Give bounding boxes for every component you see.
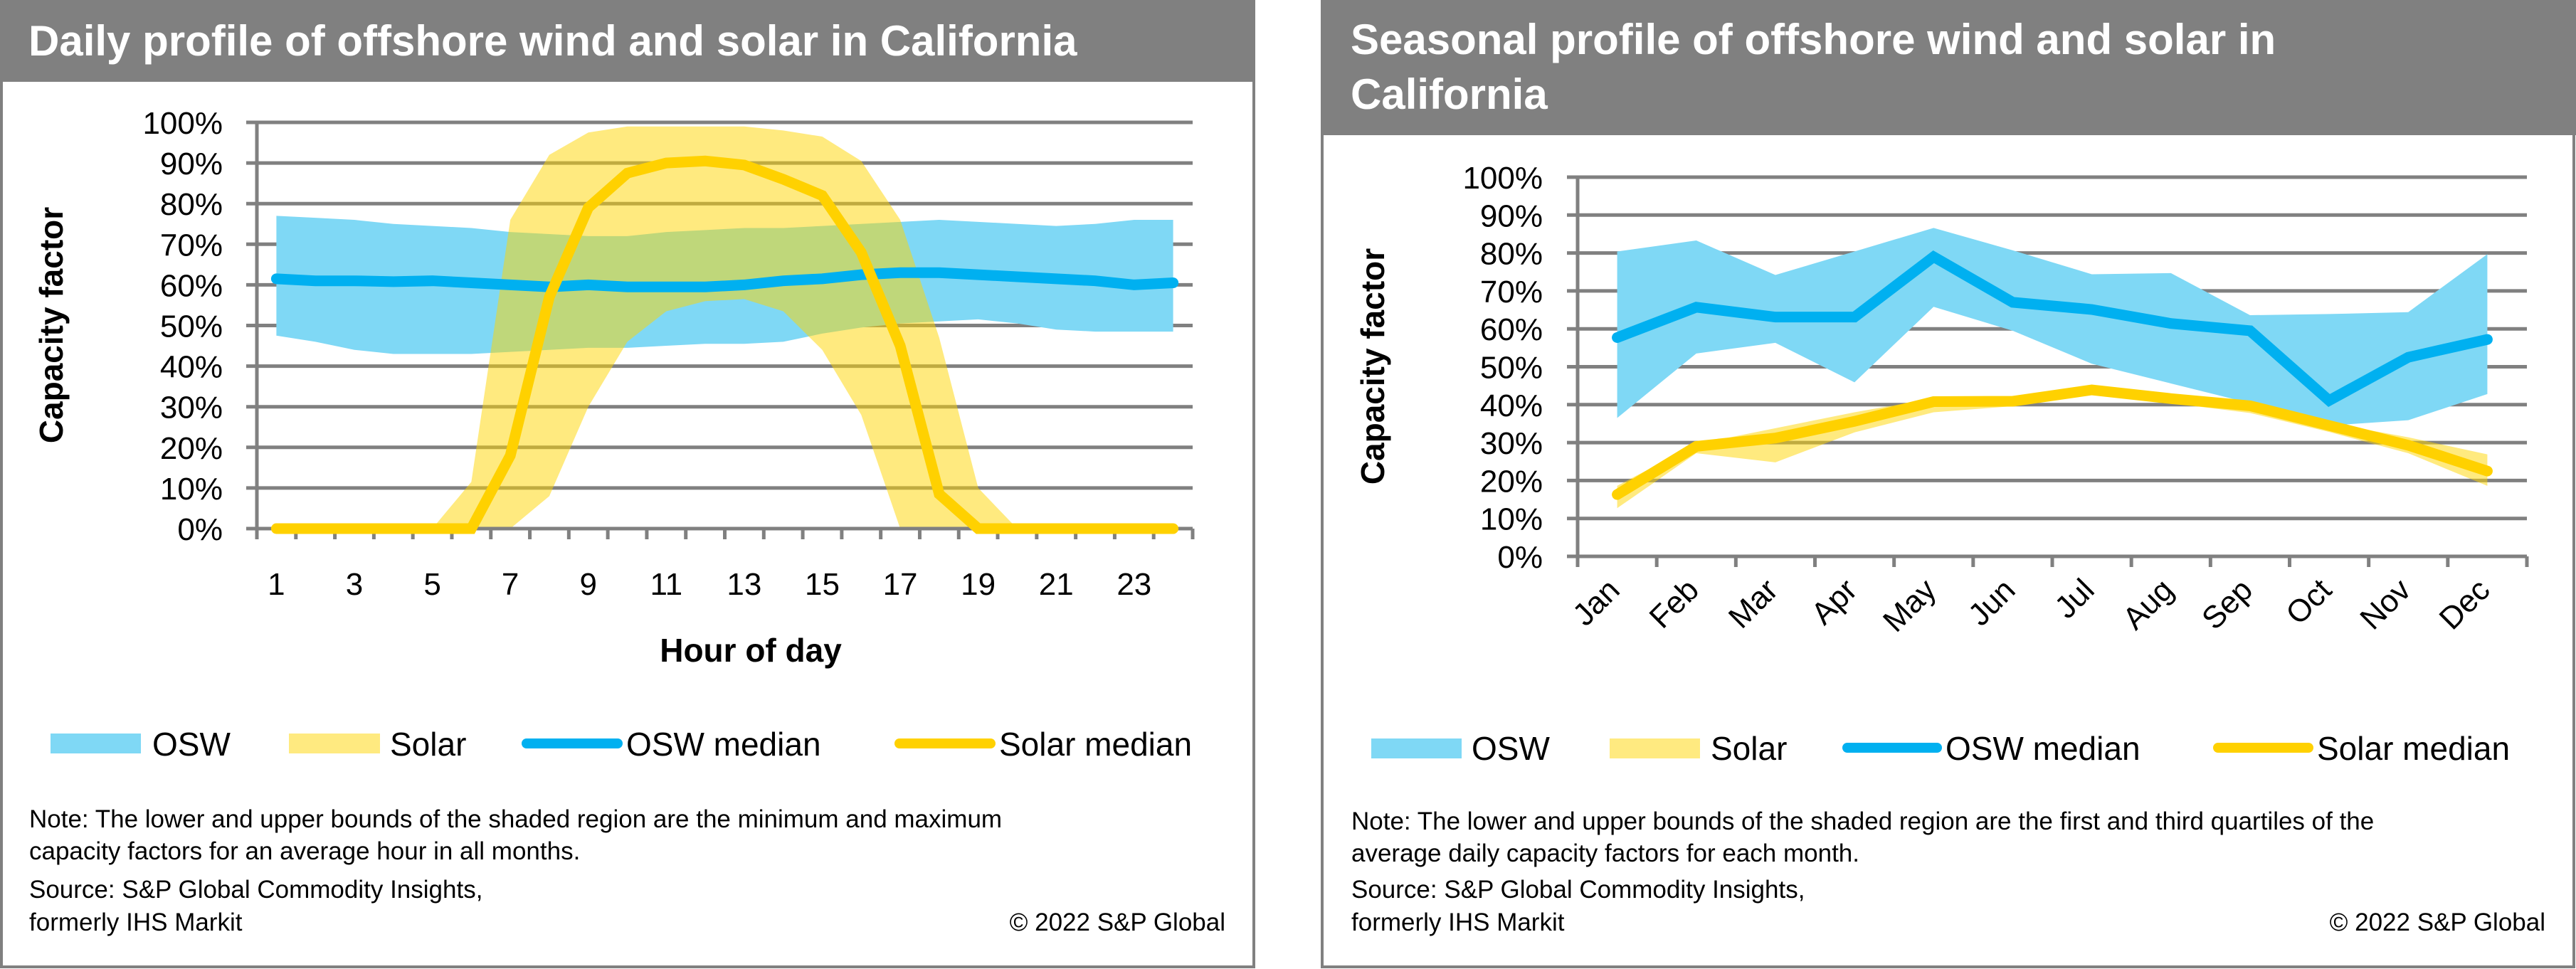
y-tick-label: 70% — [160, 228, 223, 263]
panel-header — [1321, 0, 2576, 135]
osw-band — [1617, 228, 2488, 426]
legend-item-solar-median: Solar median — [894, 726, 1192, 763]
y-tick-label: 90% — [1480, 198, 1543, 233]
y-tick-label: 100% — [1462, 161, 1543, 196]
osw-median-line — [270, 267, 1179, 292]
y-axis-title: Capacity factor — [33, 207, 70, 443]
y-tick-label: 40% — [1480, 388, 1543, 423]
x-tick-label: 15 — [805, 567, 840, 602]
copyright: © 2022 S&P Global — [2330, 909, 2545, 936]
x-tick-labels: 1 3 5 7 9 11 13 15 17 19 21 23 — [268, 567, 1151, 602]
source-line-2: formerly IHS Markit — [1351, 909, 1565, 936]
y-tick-label: 90% — [160, 147, 223, 181]
x-tick-label: 23 — [1117, 567, 1151, 602]
seasonal-profile-panel: Seasonal profile of offshore wind and so… — [1321, 0, 2576, 968]
axes — [1567, 177, 2529, 567]
legend: OSW Solar OSW median Solar median — [51, 726, 1192, 763]
y-tick-label: 20% — [160, 431, 223, 466]
y-axis-title: Capacity factor — [1354, 248, 1391, 484]
source-line-1: Source: S&P Global Commodity Insights, — [1351, 876, 1805, 904]
legend-item-solar: Solar — [1610, 730, 1787, 767]
legend-label: OSW median — [1946, 730, 2140, 767]
y-tick-label: 0% — [1497, 540, 1543, 575]
x-tick-label: 19 — [961, 567, 996, 602]
osw-band-swatch — [1371, 738, 1462, 758]
panel-header — [0, 0, 1255, 82]
chart-title-line-1: Seasonal profile of offshore wind and so… — [1351, 16, 2276, 63]
x-tick-label: 3 — [346, 567, 363, 602]
note-line-1: Note: The lower and upper bounds of the … — [29, 805, 1002, 833]
median-lines — [270, 155, 1179, 534]
solar-band-swatch — [289, 734, 380, 753]
osw-median-line — [1612, 250, 2493, 408]
solar-median-line — [270, 155, 1179, 534]
y-tick-labels: 0%10%20%30%40%50% 60%70%80% 90%100% — [1462, 161, 1543, 575]
legend-label: OSW median — [626, 726, 821, 763]
y-tick-label: 60% — [1480, 312, 1543, 347]
osw-band-swatch — [51, 734, 141, 753]
x-tick-label: 5 — [423, 567, 440, 602]
legend-item-solar-median: Solar median — [2213, 730, 2510, 767]
legend-item-osw-median: OSW median — [522, 726, 821, 763]
legend-item-solar: Solar — [289, 726, 466, 763]
y-tick-label: 50% — [160, 309, 223, 344]
y-tick-label: 70% — [1480, 275, 1543, 309]
x-tick-label: 13 — [727, 567, 761, 602]
y-tick-labels: 0% 10% 20% 30% 40% 50% 60% 70% 80% 90% 100% — [142, 106, 223, 547]
legend-label: OSW — [152, 726, 231, 763]
y-tick-label: 80% — [1480, 237, 1543, 272]
x-tick-label: 21 — [1039, 567, 1074, 602]
x-tick-label: 1 — [268, 567, 285, 602]
x-tick-label: 9 — [579, 567, 596, 602]
legend-label: Solar — [390, 726, 466, 763]
y-tick-label: 40% — [160, 350, 223, 385]
note-line-2: average daily capacity factors for each … — [1351, 840, 1859, 867]
y-tick-label: 80% — [160, 187, 223, 222]
y-tick-label: 50% — [1480, 351, 1543, 386]
chart-title-line-2: California — [1351, 70, 1548, 118]
legend-label: Solar — [1711, 730, 1787, 767]
x-axis-title: Hour of day — [660, 632, 842, 669]
legend-item-osw-median: OSW median — [1842, 730, 2140, 767]
solar-band — [276, 126, 1173, 529]
solar-band — [1617, 386, 2488, 509]
solar-band-swatch — [1610, 738, 1700, 758]
y-tick-label: 0% — [177, 512, 223, 547]
daily-profile-panel: Daily profile of offshore wind and solar… — [0, 0, 1255, 968]
legend-item-osw: OSW — [1371, 730, 1550, 767]
bands — [1617, 228, 2488, 509]
note-line-1: Note: The lower and upper bounds of the … — [1351, 808, 2374, 835]
x-tick-label: 17 — [883, 567, 918, 602]
y-tick-label: 100% — [142, 106, 223, 141]
x-tick-label: 11 — [650, 567, 682, 602]
y-tick-label: 20% — [1480, 464, 1543, 499]
legend-label: Solar median — [999, 726, 1192, 763]
chart-title: Daily profile of offshore wind and solar… — [28, 17, 1077, 65]
y-tick-label: 60% — [160, 268, 223, 303]
legend-label: OSW — [1472, 730, 1550, 767]
copyright: © 2022 S&P Global — [1010, 909, 1225, 936]
y-tick-label: 30% — [160, 391, 223, 425]
legend: OSW Solar OSW median Solar median — [1371, 730, 2510, 767]
legend-label: Solar median — [2317, 730, 2510, 767]
y-tick-label: 10% — [160, 472, 223, 507]
source-line-1: Source: S&P Global Commodity Insights, — [29, 876, 482, 904]
x-tick-label: 7 — [502, 567, 519, 602]
note-line-2: capacity factors for an average hour in … — [29, 837, 580, 865]
source-line-2: formerly IHS Markit — [29, 909, 243, 936]
panel-border — [1321, 0, 2575, 968]
solar-median-line — [1612, 384, 2493, 500]
legend-item-osw: OSW — [51, 726, 231, 763]
median-lines — [1612, 250, 2493, 500]
y-tick-label: 30% — [1480, 426, 1543, 461]
y-tick-label: 10% — [1480, 502, 1543, 537]
